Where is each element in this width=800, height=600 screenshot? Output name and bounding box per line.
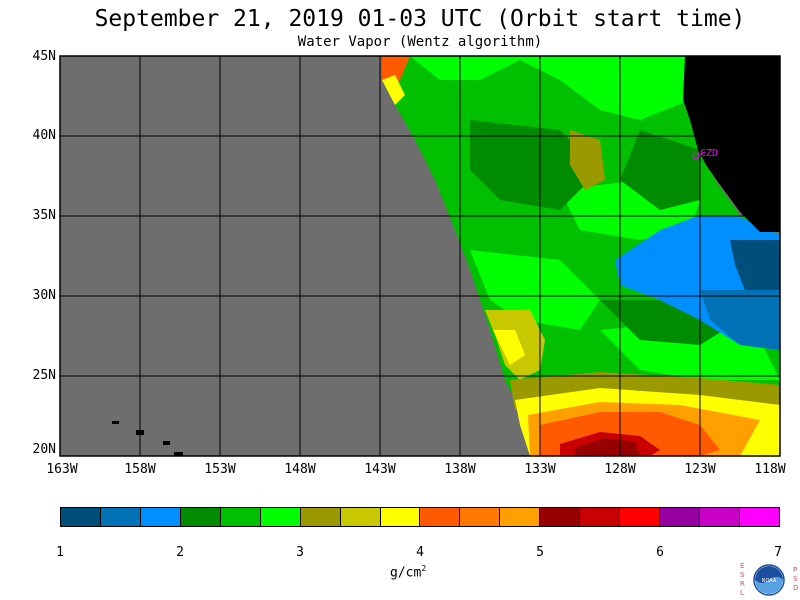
colorbar-swatch-10 <box>460 508 501 526</box>
colorbar-tick-2: 2 <box>176 545 184 560</box>
station-label: CZD <box>700 148 718 159</box>
lon-label-118w: 118W <box>754 462 786 477</box>
colorbar-tick-1: 1 <box>56 545 64 560</box>
lon-label-133w: 133W <box>524 462 556 477</box>
colorbar-unit: g/cm2 <box>390 564 427 581</box>
colorbar-swatch-15 <box>660 508 700 526</box>
colorbar-swatch-13 <box>580 508 621 526</box>
colorbar-swatch-8 <box>380 508 421 526</box>
colorbar-tick-3: 3 <box>296 545 304 560</box>
lon-label-138w: 138W <box>444 462 476 477</box>
logo-letter-s2: S <box>793 575 798 583</box>
colorbar-tick-5: 5 <box>536 545 544 560</box>
logo-letter-s: S <box>740 571 745 579</box>
lon-label-163w: 163W <box>46 462 78 477</box>
logo-letter-r: R <box>740 580 745 588</box>
lat-label-25n: 25N <box>32 368 56 383</box>
colorbar-swatch-16 <box>700 508 740 526</box>
lon-label-128w: 128W <box>604 462 636 477</box>
colorbar-tick-7: 7 <box>774 545 782 560</box>
colorbar-swatch-12 <box>540 508 581 526</box>
colorbar-swatch-9 <box>420 508 461 526</box>
swath-bright-green-3 <box>470 250 600 330</box>
swath-dark-green-1 <box>470 120 600 210</box>
swath-dark-blue <box>730 240 780 290</box>
lon-label-148w: 148W <box>284 462 316 477</box>
lat-label-20n: 20N <box>32 442 56 457</box>
logo-letter-l: L <box>740 589 744 597</box>
lat-label-30n: 30N <box>32 288 56 303</box>
lat-label-40n: 40N <box>32 128 56 143</box>
colorbar <box>60 507 780 527</box>
colorbar-swatch-6 <box>300 508 341 526</box>
noaa-bird-icon <box>755 566 783 583</box>
colorbar-swatch-1 <box>100 508 141 526</box>
swath-darkest-red-core <box>575 438 640 456</box>
logo-letter-e: E <box>740 562 744 570</box>
chart-subtitle: Water Vapor (Wentz algorithm) <box>297 34 543 50</box>
colorbar-swatch-11 <box>500 508 541 526</box>
lat-label-45n: 45N <box>32 49 56 64</box>
lon-label-158w: 158W <box>124 462 156 477</box>
logo-letter-d: D <box>793 584 798 592</box>
swath-olive <box>570 130 605 190</box>
colorbar-swatch-5 <box>260 508 301 526</box>
lon-label-123w: 123W <box>684 462 716 477</box>
swath-yellow-edge-ne <box>382 75 405 105</box>
colorbar-tick-4: 4 <box>416 545 424 560</box>
lon-label-153w: 153W <box>204 462 236 477</box>
lon-label-143w: 143W <box>364 462 396 477</box>
colorbar-swatch-0 <box>61 508 101 526</box>
colorbar-swatch-17 <box>739 508 779 526</box>
map-grid <box>60 56 780 456</box>
swath-mid-blue <box>700 290 780 350</box>
noaa-logo: E S R L P S D NOAA <box>740 562 798 597</box>
north-america-land <box>683 56 780 232</box>
colorbar-swatch-14 <box>620 508 661 526</box>
colorbar-swatch-4 <box>220 508 261 526</box>
colorbar-swatch-2 <box>140 508 181 526</box>
lat-label-35n: 35N <box>32 208 56 223</box>
colorbar-tick-6: 6 <box>656 545 664 560</box>
noaa-logo-text: NOAA <box>762 578 777 584</box>
colorbar-swatch-3 <box>180 508 221 526</box>
map-frame <box>59 55 781 457</box>
colorbar-swatch-7 <box>340 508 381 526</box>
swath-yellow-west-2 <box>493 330 525 365</box>
swath-dark-green-2 <box>620 130 700 210</box>
logo-letter-p: P <box>793 566 797 574</box>
chart-title: September 21, 2019 01-03 UTC (Orbit star… <box>94 6 746 32</box>
